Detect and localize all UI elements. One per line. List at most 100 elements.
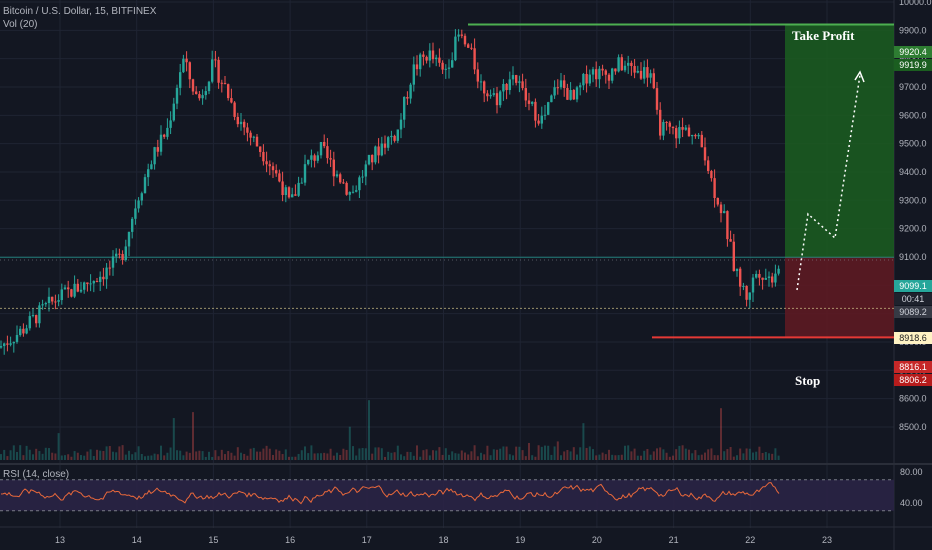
volume-bar — [243, 453, 246, 460]
price-tick-label: 9200.0 — [899, 224, 927, 234]
volume-bar — [268, 448, 271, 460]
volume-bar — [758, 446, 761, 460]
volume-bar — [524, 456, 527, 460]
volume-bar — [755, 451, 758, 460]
price-tick-label: 9700.0 — [899, 82, 927, 92]
time-tick-label: 22 — [745, 535, 755, 545]
entry-price-tag: 9099.1 — [894, 280, 932, 292]
loss-zone — [785, 257, 894, 338]
volume-bar — [377, 447, 380, 460]
candle-body — [479, 81, 483, 83]
candle-body — [556, 87, 559, 89]
volume-bar — [262, 448, 265, 460]
volume-bar — [710, 448, 713, 460]
candle-body — [86, 282, 89, 285]
volume-bar — [150, 455, 153, 460]
volume-bar — [764, 451, 767, 460]
volume-bar — [374, 447, 377, 460]
take-profit-label: Take Profit — [792, 28, 855, 43]
volume-bar — [668, 456, 671, 460]
candle-body — [73, 283, 76, 297]
volume-bar — [92, 456, 95, 460]
volume-bar — [172, 418, 175, 460]
candle-body — [476, 69, 479, 82]
candle-body — [435, 57, 438, 60]
candle-body — [0, 346, 3, 348]
candle-body — [745, 285, 748, 300]
volume-bar — [771, 453, 774, 460]
rsi-legend[interactable]: RSI (14, close) — [3, 469, 70, 480]
candle-body — [550, 95, 553, 103]
candle-body — [508, 79, 511, 91]
volume-bar — [595, 455, 598, 460]
volume-bar — [569, 451, 572, 460]
candle-body — [492, 93, 495, 95]
candle-body — [255, 136, 259, 147]
candle-body — [57, 300, 60, 302]
volume-bar — [198, 450, 201, 460]
candle-body — [403, 96, 406, 120]
candle-body — [319, 141, 323, 156]
candle-body — [534, 101, 537, 121]
volume-bar — [352, 446, 354, 460]
volume-bar — [435, 450, 438, 460]
candle-body — [758, 273, 761, 278]
volume-bar — [707, 449, 710, 460]
candle-body — [607, 74, 611, 81]
candle-body — [393, 135, 396, 141]
volume-bar — [131, 454, 134, 460]
candle-body — [412, 64, 415, 85]
candle-body — [179, 72, 182, 88]
volume-bar — [217, 456, 220, 460]
candle-body — [671, 126, 675, 129]
volume-bar — [694, 450, 697, 460]
volume-bar — [332, 455, 335, 460]
candle-body — [89, 283, 92, 285]
volume-bar — [19, 445, 22, 460]
volume-bar — [256, 451, 258, 460]
candle-body — [108, 267, 111, 269]
volume-bar — [467, 454, 470, 460]
volume-bar — [310, 445, 313, 460]
volume-bar — [704, 452, 706, 460]
volume-bar — [35, 448, 38, 460]
price-tick-label: 9900.0 — [899, 25, 927, 35]
candle-body — [614, 68, 617, 72]
volume-bar — [454, 453, 457, 460]
time-tick-label: 16 — [285, 535, 295, 545]
volume-bar — [736, 455, 738, 460]
candle-body — [31, 315, 35, 317]
candle-body — [723, 211, 726, 214]
candle-body — [620, 57, 623, 71]
candle-body — [342, 182, 345, 184]
volume-bar — [204, 456, 207, 460]
volume-bar — [406, 451, 409, 460]
candle-body — [326, 146, 329, 159]
rsi-line — [0, 482, 780, 505]
candle-body — [217, 59, 220, 83]
candle-body — [547, 102, 550, 115]
price-tick-label: 8500.0 — [899, 422, 927, 432]
candle-body — [204, 91, 207, 96]
candle-body — [275, 170, 278, 174]
candle-body — [774, 273, 777, 283]
volume-bar — [0, 454, 2, 460]
volume-bar — [124, 454, 127, 460]
volume-bar — [672, 455, 674, 460]
candle-body — [396, 129, 399, 141]
volume-bar — [137, 446, 140, 460]
volume-bar — [307, 453, 310, 460]
candle-body — [681, 127, 684, 130]
candle-body — [25, 328, 28, 334]
volume-legend[interactable]: Vol (20) — [3, 19, 38, 30]
candle-body — [585, 73, 588, 84]
chart-legend: Bitcoin / U.S. Dollar, 15, BITFINEX Vol … — [3, 5, 156, 31]
symbol-title[interactable]: Bitcoin / U.S. Dollar, 15, BITFINEX — [3, 6, 157, 17]
profit-zone — [785, 24, 894, 258]
candle-body — [191, 79, 195, 92]
time-tick-label: 20 — [592, 535, 602, 545]
volume-bar — [502, 446, 505, 460]
volume-bar — [611, 454, 614, 460]
volume-bar — [166, 452, 169, 460]
